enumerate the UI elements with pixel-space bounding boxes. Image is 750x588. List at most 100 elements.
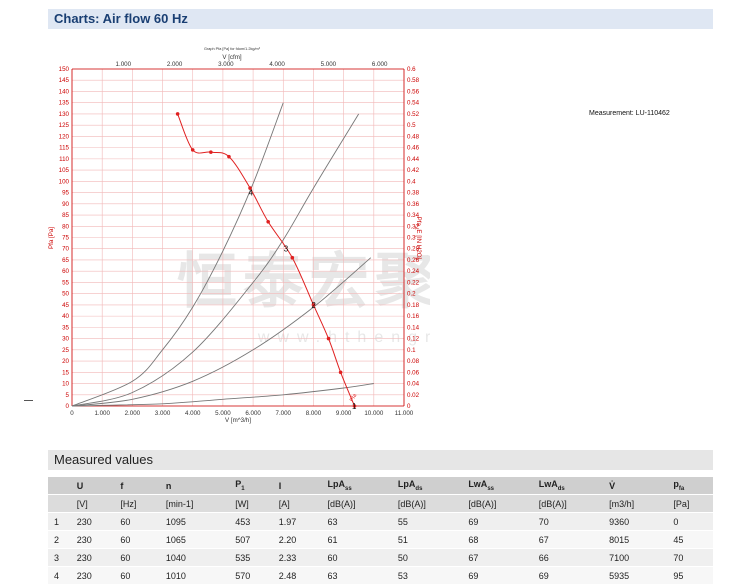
unit-cell: [m3/h] xyxy=(603,494,668,513)
y-tick-label: 95 xyxy=(62,190,69,197)
unit-cell: [min-1] xyxy=(159,494,230,513)
table-cell: 2.20 xyxy=(272,530,322,549)
table-cell: 2.33 xyxy=(272,548,322,567)
y-tick-label: 10 xyxy=(62,381,69,388)
operating-point-label: 3 xyxy=(284,245,289,254)
table-cell: 69 xyxy=(462,512,533,531)
y2-tick-label: 0.5 xyxy=(407,122,416,129)
system-curve xyxy=(71,113,360,407)
column-header-name: LpA xyxy=(397,479,416,490)
y2-tick-label: 0.04 xyxy=(407,381,420,388)
y-tick-label: 25 xyxy=(62,347,69,354)
margin-tick xyxy=(24,400,33,401)
x-top-tick-label: 1.000 xyxy=(116,61,132,68)
column-header-sub: 1 xyxy=(241,485,245,492)
y2-tick-label: 0.06 xyxy=(407,369,420,376)
y-tick-label: 5 xyxy=(66,392,70,399)
column-header: f xyxy=(114,477,160,495)
column-header: LpAds xyxy=(391,477,463,495)
table-body: 1 230 60 1095 453 1.97 63 55 69 70 9360 0 2 230 60 1065… xyxy=(48,512,713,585)
table-cell: 230 xyxy=(70,512,115,531)
x-tick-label: 11.000 xyxy=(395,410,414,417)
series-point xyxy=(352,404,357,408)
table-cell: 60 xyxy=(114,548,160,567)
chart-axes xyxy=(71,68,405,407)
y-tick-label: 45 xyxy=(62,302,69,309)
table-cell: 1010 xyxy=(159,566,230,585)
column-header-name: U xyxy=(76,480,84,491)
y-tick-label: 85 xyxy=(62,212,69,219)
column-header: LpAss xyxy=(321,477,392,495)
x-tick-label: 3.000 xyxy=(155,410,171,417)
chart-labels: 0510152025303540455055606570758085909510… xyxy=(48,47,422,424)
y2-tick-label: 0.14 xyxy=(407,324,420,331)
table-cell: 7100 xyxy=(603,548,668,567)
measured-section-title: Measured values xyxy=(54,452,153,467)
x-top-tick-label: 4.000 xyxy=(269,61,285,68)
chart-grid xyxy=(71,68,405,407)
unit-cell: [dB(A)] xyxy=(321,494,392,513)
column-header-name: LwA xyxy=(538,479,558,490)
y-tick-label: 70 xyxy=(62,246,69,253)
x-tick-label: 9.000 xyxy=(336,410,352,417)
x-tick-label: 0 xyxy=(70,410,74,417)
table-cell: 70 xyxy=(532,512,604,531)
x-top-tick-label: 2.000 xyxy=(167,61,183,68)
table-cell: 45 xyxy=(667,530,713,549)
chart-caption: Graph Pfa [Pa] for fdom/1.2kg/m³ xyxy=(204,47,261,51)
column-header-name: f xyxy=(120,480,124,491)
y-tick-label: 55 xyxy=(62,279,69,286)
x-axis-label: V [m^3/h] xyxy=(225,417,251,424)
unit-cell: [V] xyxy=(70,494,115,513)
measurement-label: Measurement: LU-110462 xyxy=(589,110,670,117)
table-cell: 1095 xyxy=(159,512,230,531)
unit-cell: [dB(A)] xyxy=(462,494,533,513)
y2-tick-label: 0.54 xyxy=(407,100,420,107)
row-index: 4 xyxy=(48,566,71,585)
table-cell: 1065 xyxy=(159,530,230,549)
charts-section-title: Charts: Air flow 60 Hz xyxy=(54,11,188,26)
system-curve xyxy=(71,257,372,407)
table-cell: 51 xyxy=(391,530,463,549)
column-header: V̇ xyxy=(603,477,668,495)
y-tick-label: 145 xyxy=(59,77,70,84)
table-cell: 1.97 xyxy=(272,512,322,531)
y2-tick-label: 0.12 xyxy=(407,336,420,343)
y-tick-label: 125 xyxy=(59,122,70,129)
column-header-name: LpA xyxy=(327,479,346,490)
series-point xyxy=(190,148,195,152)
x-tick-label: 5.000 xyxy=(215,410,231,417)
table-cell: 70 xyxy=(667,548,713,567)
table-cell: 9360 xyxy=(603,512,668,531)
table-cell: 69 xyxy=(462,566,533,585)
x-top-axis-label: V [cfm] xyxy=(222,54,242,61)
y2-tick-label: 0.52 xyxy=(407,111,420,118)
table-cell: 8015 xyxy=(603,530,668,549)
table-cell: 50 xyxy=(391,548,463,567)
unit-cell: [Pa] xyxy=(667,494,713,513)
table-cell: 66 xyxy=(532,548,604,567)
table-row: 3 230 60 1040 535 2.33 60 50 67 66 7100 70 xyxy=(48,548,713,567)
system-curve xyxy=(71,383,374,407)
y2-axis-label: Pfa_E [IN H2O] xyxy=(415,217,422,260)
air-flow-chart: 恒泰宏聚机电 www.hthengrui.cn 0510152025303540… xyxy=(48,47,430,424)
y-tick-label: 65 xyxy=(62,257,69,264)
table-cell: 1040 xyxy=(159,548,230,567)
watermark: 恒泰宏聚机电 www.hthengrui.cn xyxy=(177,248,430,346)
series-point xyxy=(290,255,295,260)
y2-tick-label: 0.1 xyxy=(407,347,416,354)
y2-tick-label: 0.58 xyxy=(407,77,420,84)
table-cell: 0 xyxy=(667,512,713,531)
y-tick-label: 135 xyxy=(59,100,70,107)
y-tick-label: 15 xyxy=(62,369,69,376)
table-cell: 570 xyxy=(229,566,273,585)
y2-tick-label: 0.26 xyxy=(407,257,420,264)
series-point xyxy=(248,186,252,190)
y-tick-label: 20 xyxy=(62,358,69,365)
y-tick-label: 30 xyxy=(62,336,69,343)
y2-tick-label: 0.02 xyxy=(407,392,420,399)
x-tick-label: 2.000 xyxy=(125,410,141,417)
x-tick-label: 10.000 xyxy=(364,410,383,417)
column-header: U xyxy=(70,477,115,495)
